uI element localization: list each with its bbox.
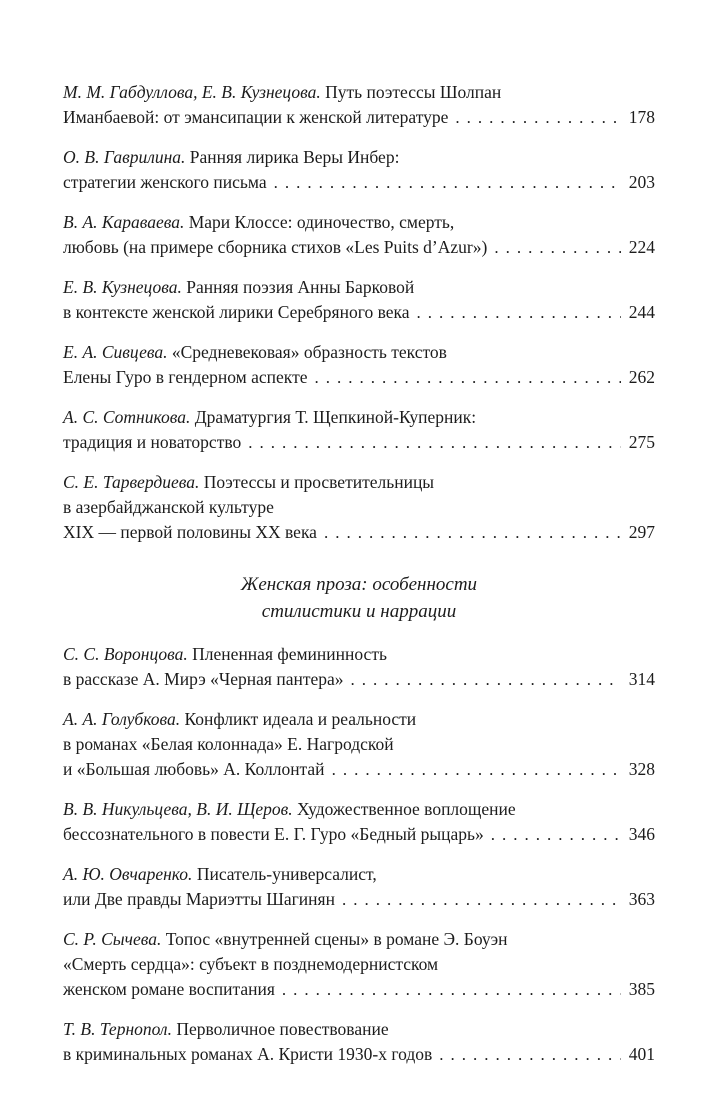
entry-last-line: Елены Гуро в гендерном аспекте 262 bbox=[63, 365, 655, 390]
entry-line: «Смерть сердца»: субъект в позднемодерни… bbox=[63, 954, 439, 974]
entry-title-text: традиция и новаторство bbox=[63, 432, 242, 452]
entry-last-line: в контексте женской лирики Серебряного в… bbox=[63, 300, 655, 325]
entry-first-line: Т. В. Тернопол. Перволичное повествовани… bbox=[63, 1019, 389, 1039]
entry-first-line: А. С. Сотникова. Драматургия Т. Щепкиной… bbox=[63, 407, 477, 427]
entry-authors: С. Е. Тарвердиева. bbox=[63, 472, 200, 492]
entry-title-text: и «Большая любовь» А. Коллонтай bbox=[63, 759, 325, 779]
dot-leader bbox=[439, 1042, 621, 1067]
entry-authors: Е. В. Кузнецова. bbox=[63, 277, 182, 297]
entry-page-number: 346 bbox=[628, 824, 655, 844]
entry-first-line: С. Е. Тарвердиева. Поэтессы и просветите… bbox=[63, 472, 435, 492]
entry-first-line: В. А. Караваева. Мари Клоссе: одиночеств… bbox=[63, 212, 455, 232]
table-of-contents: М. М. Габдуллова, Е. В. Кузнецова. Путь … bbox=[0, 0, 717, 1067]
dot-leader bbox=[494, 235, 621, 260]
entry-page-number: 244 bbox=[628, 302, 655, 322]
section-heading-line: Женская проза: особенности bbox=[240, 574, 478, 595]
section-heading-line: стилистики и наррации bbox=[261, 601, 457, 622]
entry-authors: Т. В. Тернопол. bbox=[63, 1019, 172, 1039]
entry-authors: О. В. Гаврилина. bbox=[63, 147, 186, 167]
entry-page-number: 385 bbox=[628, 979, 655, 999]
entry-title-text: женском романе воспитания bbox=[63, 979, 275, 999]
entry-authors: А. С. Сотникова. bbox=[63, 407, 191, 427]
entry-first-line: С. Р. Сычева. Топос «внутренней сцены» в… bbox=[63, 929, 508, 949]
entry-authors: А. Ю. Овчаренко. bbox=[63, 864, 193, 884]
entry-last-line: в криминальных романах А. Кристи 1930-х … bbox=[63, 1042, 655, 1067]
toc-entry: Е. А. Сивцева. «Средневековая» образност… bbox=[63, 340, 655, 390]
toc-entry: А. Ю. Овчаренко. Писатель-универсалист, и… bbox=[63, 862, 655, 912]
dot-leader bbox=[351, 667, 621, 692]
entry-authors: А. А. Голубкова. bbox=[63, 709, 181, 729]
entry-title-text: в рассказе А. Мирэ «Черная пантера» bbox=[63, 669, 344, 689]
entry-last-line: и «Большая любовь» А. Коллонтай 328 bbox=[63, 757, 655, 782]
toc-entry: В. А. Караваева. Мари Клоссе: одиночеств… bbox=[63, 210, 655, 260]
entry-page-number: 401 bbox=[628, 1044, 655, 1064]
entry-first-line: Е. В. Кузнецова. Ранняя поэзия Анны Барк… bbox=[63, 277, 415, 297]
entry-first-line: В. В. Никульцева, В. И. Щеров. Художеств… bbox=[63, 799, 516, 819]
entry-authors: В. А. Караваева. bbox=[63, 212, 185, 232]
entry-last-line: или Две правды Мариэтты Шагинян 363 bbox=[63, 887, 655, 912]
entry-last-line: XIX — первой половины XX века 297 bbox=[63, 520, 655, 545]
dot-leader bbox=[332, 757, 621, 782]
entry-title-text: Елены Гуро в гендерном аспекте bbox=[63, 367, 308, 387]
entry-last-line: в рассказе А. Мирэ «Черная пантера» 314 bbox=[63, 667, 655, 692]
toc-entry: А. С. Сотникова. Драматургия Т. Щепкиной… bbox=[63, 405, 655, 455]
entry-title-text: в контексте женской лирики Серебряного в… bbox=[63, 302, 410, 322]
dot-leader bbox=[315, 365, 622, 390]
entry-page-number: 203 bbox=[628, 172, 655, 192]
entry-title-text: бессознательного в повести Е. Г. Гуро «Б… bbox=[63, 824, 484, 844]
entry-last-line: стратегии женского письма 203 bbox=[63, 170, 655, 195]
entry-page-number: 314 bbox=[628, 669, 655, 689]
entry-title-text: Иманбаевой: от эмансипации к женской лит… bbox=[63, 107, 449, 127]
entry-first-line: С. С. Воронцова. Плененная фемининность bbox=[63, 644, 387, 664]
dot-leader bbox=[248, 430, 621, 455]
dot-leader bbox=[274, 170, 621, 195]
toc-entry: С. Е. Тарвердиева. Поэтессы и просветите… bbox=[63, 470, 655, 545]
entry-page-number: 224 bbox=[628, 237, 655, 257]
entry-line: в романах «Белая колоннада» Е. Нагродско… bbox=[63, 734, 394, 754]
entry-last-line: любовь (на примере сборника стихов «Les … bbox=[63, 235, 655, 260]
entry-title-text: любовь (на примере сборника стихов «Les … bbox=[63, 237, 488, 257]
dot-leader bbox=[342, 887, 621, 912]
entry-authors: С. Р. Сычева. bbox=[63, 929, 162, 949]
entry-authors: В. В. Никульцева, В. И. Щеров. bbox=[63, 799, 293, 819]
entry-line: в азербайджанской культуре bbox=[63, 497, 274, 517]
entry-page-number: 363 bbox=[628, 889, 655, 909]
entry-title-text: XIX — первой половины XX века bbox=[63, 522, 317, 542]
toc-entry: Е. В. Кузнецова. Ранняя поэзия Анны Барк… bbox=[63, 275, 655, 325]
entry-first-line: А. Ю. Овчаренко. Писатель-универсалист, bbox=[63, 864, 377, 884]
entry-last-line: Иманбаевой: от эмансипации к женской лит… bbox=[63, 105, 655, 130]
entry-authors: С. С. Воронцова. bbox=[63, 644, 188, 664]
entry-page-number: 297 bbox=[628, 522, 655, 542]
dot-leader bbox=[282, 977, 621, 1002]
entry-page-number: 275 bbox=[628, 432, 655, 452]
toc-entry: С. С. Воронцова. Плененная фемининность в… bbox=[63, 642, 655, 692]
entry-page-number: 328 bbox=[628, 759, 655, 779]
toc-entry: А. А. Голубкова. Конфликт идеала и реаль… bbox=[63, 707, 655, 782]
entry-title-text: стратегии женского письма bbox=[63, 172, 267, 192]
entry-authors: Е. А. Сивцева. bbox=[63, 342, 168, 362]
toc-entry: Т. В. Тернопол. Перволичное повествовани… bbox=[63, 1017, 655, 1067]
entry-page-number: 178 bbox=[628, 107, 655, 127]
entry-first-line: М. М. Габдуллова, Е. В. Кузнецова. Путь … bbox=[63, 82, 502, 102]
toc-entry: М. М. Габдуллова, Е. В. Кузнецова. Путь … bbox=[63, 80, 655, 130]
toc-entry: В. В. Никульцева, В. И. Щеров. Художеств… bbox=[63, 797, 655, 847]
dot-leader bbox=[455, 105, 621, 130]
entry-last-line: женском романе воспитания 385 bbox=[63, 977, 655, 1002]
entry-title-text: в криминальных романах А. Кристи 1930-х … bbox=[63, 1044, 433, 1064]
entry-first-line: А. А. Голубкова. Конфликт идеала и реаль… bbox=[63, 709, 417, 729]
entry-page-number: 262 bbox=[628, 367, 655, 387]
entry-last-line: традиция и новаторство 275 bbox=[63, 430, 655, 455]
toc-entry: О. В. Гаврилина. Ранняя лирика Веры Инбе… bbox=[63, 145, 655, 195]
entry-first-line: О. В. Гаврилина. Ранняя лирика Веры Инбе… bbox=[63, 147, 400, 167]
entry-title-text: или Две правды Мариэтты Шагинян bbox=[63, 889, 335, 909]
dot-leader bbox=[324, 520, 621, 545]
entry-first-line: Е. А. Сивцева. «Средневековая» образност… bbox=[63, 342, 447, 362]
dot-leader bbox=[491, 822, 621, 847]
toc-entry: С. Р. Сычева. Топос «внутренней сцены» в… bbox=[63, 927, 655, 1002]
entry-last-line: бессознательного в повести Е. Г. Гуро «Б… bbox=[63, 822, 655, 847]
section-heading: Женская проза: особенности стилистики и н… bbox=[63, 571, 655, 625]
entry-authors: М. М. Габдуллова, Е. В. Кузнецова. bbox=[63, 82, 321, 102]
dot-leader bbox=[417, 300, 621, 325]
